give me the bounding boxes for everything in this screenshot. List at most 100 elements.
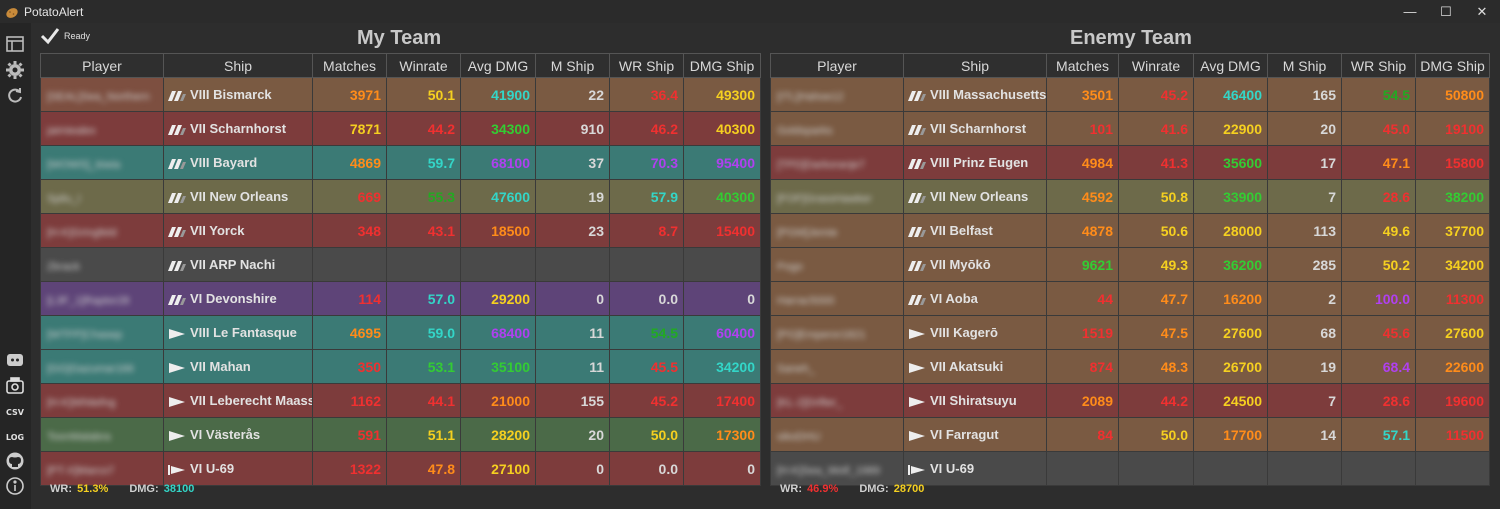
player-row[interactable]: [PG]Emperor1821 VIII Kagerō 1519 47.5 27600 6…: [770, 315, 1490, 350]
column-header-ship[interactable]: Ship: [903, 53, 1047, 78]
player-name[interactable]: [PT-X]Marco7: [47, 464, 115, 477]
player-name[interactable]: [GG]Gazumar166: [47, 362, 134, 375]
player-row[interactable]: [SEAL]Sea_Northern VIII Bismarck 3971 50.1 4…: [40, 77, 761, 112]
player-name[interactable]: [H-K]Sea_Wolf_1989: [777, 464, 881, 477]
player-name[interactable]: [SEAL]Sea_Northern: [47, 90, 150, 103]
column-header-winrate[interactable]: Winrate: [386, 53, 461, 78]
player-name[interactable]: [PGM]Jemie: [777, 226, 838, 239]
column-header-matches[interactable]: Matches: [312, 53, 387, 78]
player-row[interactable]: [FOF]GrassHawker VII New Orleans 4592 50.8 3…: [770, 179, 1490, 214]
player-row[interactable]: Goldsparks VII Scharnhorst 101 41.6 22900 20 4…: [770, 111, 1490, 146]
player-name[interactable]: Harrac5000: [777, 294, 835, 307]
player-name-cell: [PG]Emperor1821: [770, 315, 904, 350]
player-name-cell: [PGM]Jemie: [770, 213, 904, 248]
matches-ship-cell: 285: [1267, 247, 1342, 282]
discord-icon[interactable]: [4, 349, 26, 371]
matches-cell: 114: [312, 281, 387, 316]
player-row[interactable]: [ITL]Hahoe12 VIII Massachusetts 3501 45.2 46…: [770, 77, 1490, 112]
dmg-ship-cell: 0: [683, 451, 761, 486]
minimize-button[interactable]: —: [1403, 4, 1417, 19]
winrate-ship-cell: 28.6: [1341, 179, 1416, 214]
player-name[interactable]: jaimiealex: [47, 124, 96, 137]
player-row[interactable]: sikoDHU VI Farragut 84 50.0 17700 14 57.1 11500: [770, 417, 1490, 452]
ship-cell: VIII Kagerō: [903, 315, 1047, 350]
refresh-icon[interactable]: [4, 85, 26, 107]
avg-dmg-cell: 27600: [1193, 315, 1268, 350]
player-name[interactable]: sikoDHU: [777, 430, 821, 443]
player-name[interactable]: [L3F_1]Raptor28: [47, 294, 130, 307]
player-name[interactable]: Zkrack: [47, 260, 80, 273]
dmg-ship-cell: 11300: [1415, 281, 1490, 316]
player-row[interactable]: [L3F_1]Raptor28 VI Devonshire 114 57.0 29200…: [40, 281, 761, 316]
column-header-wr-ship[interactable]: WR Ship: [1341, 53, 1416, 78]
github-icon[interactable]: [4, 450, 26, 472]
player-name[interactable]: Goldsparks: [777, 124, 833, 137]
player-row[interactable]: Spilu_I VII New Orleans 669 55.3 47600 19 57.9…: [40, 179, 761, 214]
settings-gear-icon[interactable]: [4, 59, 26, 81]
player-row[interactable]: [WOWS]_kiwia VIII Bayard 4869 59.7 68100 37 70…: [40, 145, 761, 180]
player-name[interactable]: ToonMalabra: [47, 430, 111, 443]
player-name[interactable]: [H-K]Whitefng: [47, 396, 116, 409]
player-name[interactable]: Saneh_: [777, 362, 815, 375]
player-name[interactable]: Pogo: [777, 260, 803, 273]
player-name[interactable]: [PG]Emperor1821: [777, 328, 866, 341]
player-name[interactable]: [H-K]Gringfeld: [47, 226, 117, 239]
matches-ship-cell: 7: [1267, 383, 1342, 418]
column-header-dmg-ship[interactable]: DMG Ship: [1415, 53, 1490, 78]
player-row[interactable]: [KL-2]Drifter_ VII Shiratsuyu 2089 44.2 2450…: [770, 383, 1490, 418]
player-name[interactable]: [FOF]GrassHawker: [777, 192, 872, 205]
column-header-dmg-ship[interactable]: DMG Ship: [683, 53, 761, 78]
ship-name: VII New Orleans: [190, 189, 289, 204]
ship-cell: VI U-69: [163, 451, 313, 486]
column-header-m-ship[interactable]: M Ship: [535, 53, 610, 78]
player-row[interactable]: [WTFP]Chasep VIII Le Fantasque 4695 59.0 684…: [40, 315, 761, 350]
player-name[interactable]: [TPD]Darkoranje7: [777, 158, 866, 171]
close-button[interactable]: ✕: [1476, 3, 1488, 19]
screenshot-icon[interactable]: [4, 375, 26, 397]
column-header-avg-dmg[interactable]: Avg DMG: [460, 53, 536, 78]
column-header-avg-dmg[interactable]: Avg DMG: [1193, 53, 1268, 78]
player-row[interactable]: Pogo VII Myōkō 9621 49.3 36200 285 50.2 34200: [770, 247, 1490, 282]
matches-cell: 7871: [312, 111, 387, 146]
column-header-player[interactable]: Player: [40, 53, 164, 78]
matches-ship-cell: 0: [535, 451, 610, 486]
player-name-cell: [H-K]Whitefng: [40, 383, 164, 418]
info-icon[interactable]: [4, 475, 26, 497]
player-row[interactable]: [PT-X]Marco7 VI U-69 1322 47.8 27100 0 0.0 0: [40, 451, 761, 486]
player-row[interactable]: [TPD]Darkoranje7 VIII Prinz Eugen 4984 41.3…: [770, 145, 1490, 180]
winrate-cell: 44.2: [386, 111, 461, 146]
player-name[interactable]: [ITL]Hahoe12: [777, 90, 844, 103]
column-header-winrate[interactable]: Winrate: [1118, 53, 1194, 78]
player-name[interactable]: [WOWS]_kiwia: [47, 158, 121, 171]
player-row[interactable]: [GG]Gazumar166 VII Mahan 350 53.1 35100 11 45.…: [40, 349, 761, 384]
avg-dmg-cell: 47600: [460, 179, 536, 214]
player-row[interactable]: [PGM]Jemie VII Belfast 4878 50.6 28000 113 49.…: [770, 213, 1490, 248]
matches-ship-cell: 37: [535, 145, 610, 180]
dmg-ship-cell: 37700: [1415, 213, 1490, 248]
column-header-m-ship[interactable]: M Ship: [1267, 53, 1342, 78]
column-header-wr-ship[interactable]: WR Ship: [609, 53, 684, 78]
column-header-player[interactable]: Player: [770, 53, 904, 78]
column-header-matches[interactable]: Matches: [1046, 53, 1119, 78]
player-name[interactable]: [KL-2]Drifter_: [777, 396, 843, 409]
csv-export-icon[interactable]: CSV: [6, 407, 24, 417]
column-header-ship[interactable]: Ship: [163, 53, 313, 78]
winrate-ship-cell: 49.6: [1341, 213, 1416, 248]
avg-dmg-cell: 26700: [1193, 349, 1268, 384]
player-row[interactable]: Harrac5000 VI Aoba 44 47.7 16200 2 100.0 11300: [770, 281, 1490, 316]
player-row[interactable]: Saneh_ VII Akatsuki 874 48.3 26700 19 68.4 2260…: [770, 349, 1490, 384]
avg-dmg-cell: 17700: [1193, 417, 1268, 452]
maximize-button[interactable]: ☐: [1440, 3, 1452, 19]
log-file-icon[interactable]: LOG: [5, 432, 25, 442]
player-row[interactable]: [H-K]Whitefng VII Leberecht Maass 1162 44.1…: [40, 383, 761, 418]
winrate-ship-cell: 0.0: [609, 451, 684, 486]
player-name[interactable]: Spilu_I: [47, 192, 81, 205]
player-name[interactable]: [WTFP]Chasep: [47, 328, 123, 341]
matches-ship-cell: 22: [535, 77, 610, 112]
player-row[interactable]: [H-K]Gringfeld VII Yorck 348 43.1 18500 23 8.7…: [40, 213, 761, 248]
player-row[interactable]: ToonMalabra VI Västerås 591 51.1 28200 20 50.0…: [40, 417, 761, 452]
player-row[interactable]: [H-K]Sea_Wolf_1989 VI U-69: [770, 451, 1490, 486]
table-view-icon[interactable]: [4, 33, 26, 55]
player-row[interactable]: jaimiealex VII Scharnhorst 7871 44.2 34300 91…: [40, 111, 761, 146]
player-row[interactable]: Zkrack VII ARP Nachi: [40, 247, 761, 282]
